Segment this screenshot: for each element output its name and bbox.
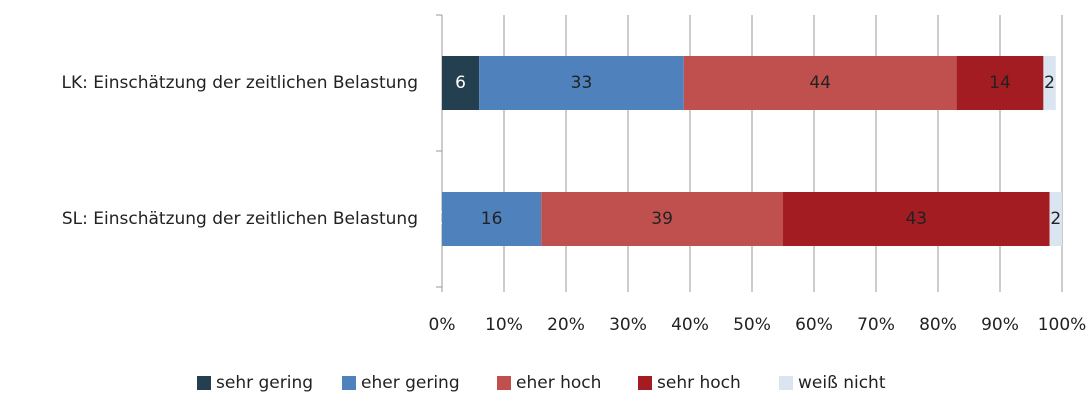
legend-swatch [342,376,356,390]
bar-segment [541,192,783,246]
data-label: 43 [905,209,927,229]
data-label: 33 [571,73,593,93]
legend-swatch [638,376,652,390]
x-tick-label: 60% [795,315,833,335]
bar-segment [1049,192,1062,246]
x-tick-label: 40% [671,315,709,335]
x-tick-label: 0% [429,315,456,335]
bar-segment [479,56,684,110]
x-tick-label: 80% [919,315,957,335]
x-tick-label: 20% [547,315,585,335]
bar-segment [442,56,480,110]
legend-label: sehr hoch [657,373,741,393]
data-label: 2 [1050,209,1061,229]
bar-segment [683,56,957,110]
x-tick-label: 70% [857,315,895,335]
legend-label: weiß nicht [798,373,886,393]
legend-label: sehr gering [216,373,313,393]
legend-swatch [197,376,211,390]
data-label: 14 [989,73,1011,93]
bar-segment [783,192,1050,246]
data-label: 44 [809,73,831,93]
bar-segment [1043,56,1056,110]
legend-swatch [779,376,793,390]
x-tick-label: 50% [733,315,771,335]
bar-segment [956,56,1044,110]
x-tick-label: 10% [485,315,523,335]
legend-label: eher gering [361,373,460,393]
legend-swatch [497,376,511,390]
data-label: 16 [481,209,503,229]
y-tick-label: LK: Einschätzung der zeitlichen Belastun… [62,73,418,93]
bar-segment [442,192,542,246]
x-tick-label: 30% [609,315,647,335]
data-label: 39 [651,209,673,229]
x-tick-label: 100% [1038,315,1087,335]
legend-label: eher hoch [516,373,601,393]
x-tick-label: 90% [981,315,1019,335]
y-tick-label: SL: Einschätzung der zeitlichen Belastun… [62,209,418,229]
data-label: 6 [455,73,466,93]
data-label: 2 [1044,73,1055,93]
